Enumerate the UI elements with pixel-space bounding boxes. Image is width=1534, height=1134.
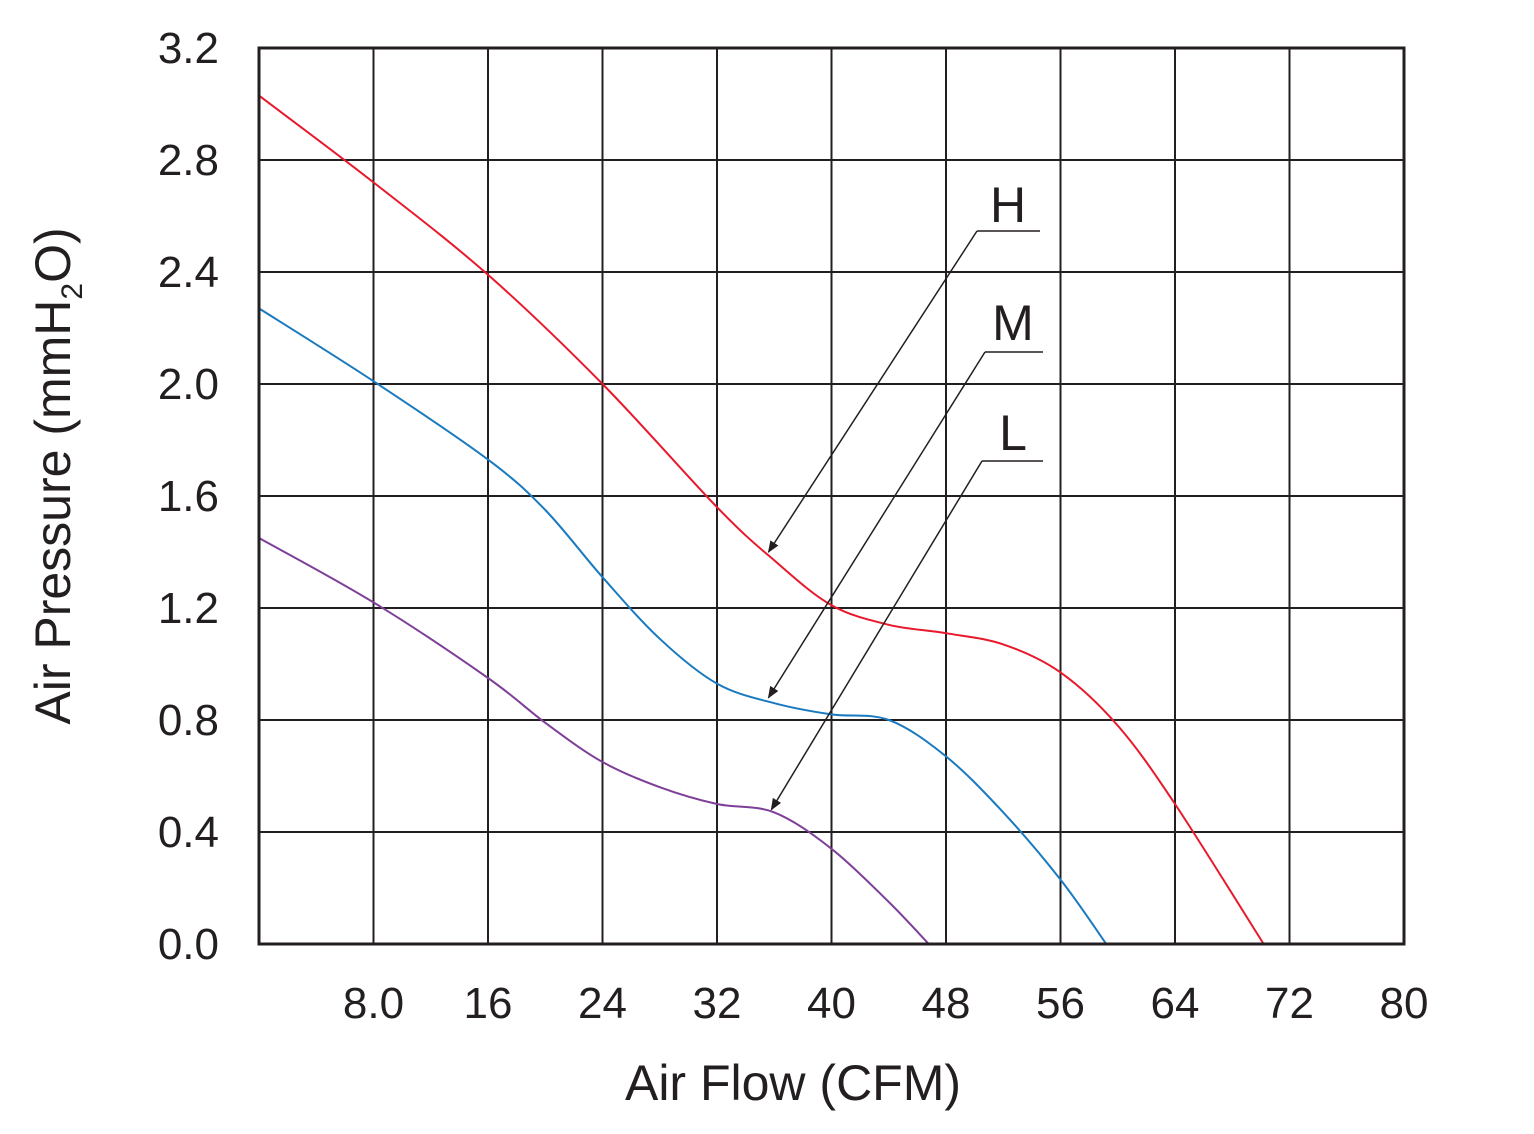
y-tick-label: 0.0 xyxy=(158,920,219,969)
series-h-arrow xyxy=(767,230,978,554)
x-tick-label: 56 xyxy=(1036,979,1085,1028)
x-tick-label: 80 xyxy=(1380,979,1429,1028)
grid-lines xyxy=(259,47,1405,945)
series-l-label: L xyxy=(999,405,1027,461)
y-tick-label: 0.4 xyxy=(158,808,219,857)
x-tick-label: 40 xyxy=(807,979,856,1028)
y-tick-labels: 0.0 0.4 0.8 1.2 1.6 2.0 2.4 2.8 3.2 xyxy=(158,24,219,969)
x-tick-label: 64 xyxy=(1151,979,1200,1028)
y-axis-title-end: O) xyxy=(25,227,81,283)
x-axis-title: Air Flow (CFM) xyxy=(625,1055,961,1111)
x-tick-label: 48 xyxy=(922,979,971,1028)
y-tick-label: 2.0 xyxy=(158,360,219,409)
y-tick-label: 0.8 xyxy=(158,696,219,745)
y-axis-title-subscript: 2 xyxy=(56,283,89,300)
series-h-label: H xyxy=(990,177,1026,233)
y-tick-label: 1.2 xyxy=(158,584,219,633)
series-m-line xyxy=(258,307,1108,945)
y-axis-title: Air Pressure (mmH2O) xyxy=(25,227,89,724)
y-axis-title-main: Air Pressure (mmH xyxy=(25,300,81,725)
series-h-line xyxy=(258,94,1265,945)
plot-frame xyxy=(257,46,1406,946)
x-tick-label: 32 xyxy=(693,979,742,1028)
x-tick-label: 24 xyxy=(578,979,627,1028)
y-tick-label: 3.2 xyxy=(158,24,219,73)
y-tick-label: 2.8 xyxy=(158,136,219,185)
series-l-line xyxy=(258,537,930,945)
series-m-label: M xyxy=(992,295,1034,351)
x-tick-label: 8.0 xyxy=(343,979,404,1028)
y-tick-label: 1.6 xyxy=(158,472,219,521)
x-tick-label: 16 xyxy=(464,979,513,1028)
series-annotations: H ML xyxy=(767,177,1043,811)
series-l-arrow xyxy=(770,460,983,811)
series-m-arrow xyxy=(767,351,986,699)
x-tick-labels: 8.0 16 24 32 40 48 56 64 72 80 xyxy=(343,979,1429,1028)
y-tick-label: 2.4 xyxy=(158,248,219,297)
x-tick-label: 72 xyxy=(1265,979,1314,1028)
series-curves xyxy=(258,94,1265,945)
